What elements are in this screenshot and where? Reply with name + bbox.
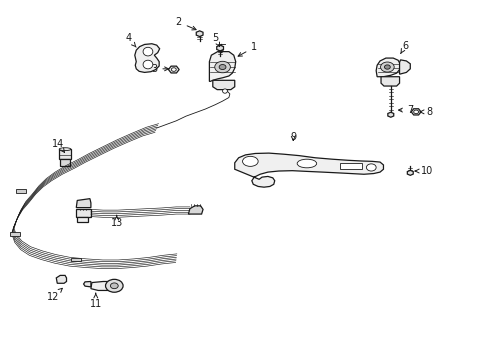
Text: 4: 4 <box>125 33 136 47</box>
Text: 3: 3 <box>151 64 168 74</box>
Bar <box>60 159 70 166</box>
Text: 11: 11 <box>89 293 102 309</box>
Polygon shape <box>196 31 203 37</box>
Ellipse shape <box>413 110 418 114</box>
Polygon shape <box>387 112 393 117</box>
Text: 7: 7 <box>398 105 412 115</box>
Polygon shape <box>216 45 223 51</box>
Ellipse shape <box>171 68 176 71</box>
Polygon shape <box>234 153 383 187</box>
Ellipse shape <box>366 164 375 171</box>
Ellipse shape <box>105 279 123 292</box>
Ellipse shape <box>242 156 258 166</box>
Polygon shape <box>380 77 399 86</box>
Text: 2: 2 <box>175 17 196 30</box>
Ellipse shape <box>143 60 153 69</box>
Polygon shape <box>212 80 234 90</box>
Polygon shape <box>168 66 179 73</box>
Ellipse shape <box>380 62 393 72</box>
Polygon shape <box>91 282 116 291</box>
Polygon shape <box>407 170 412 175</box>
Polygon shape <box>188 206 203 214</box>
Bar <box>71 258 81 261</box>
Polygon shape <box>410 109 420 115</box>
Polygon shape <box>77 217 88 222</box>
Polygon shape <box>135 44 159 72</box>
Polygon shape <box>76 209 91 217</box>
Text: 10: 10 <box>414 166 432 176</box>
Ellipse shape <box>214 61 230 73</box>
Polygon shape <box>399 60 409 74</box>
Ellipse shape <box>384 65 389 69</box>
Text: 5: 5 <box>212 33 219 46</box>
Polygon shape <box>76 199 91 208</box>
Text: 13: 13 <box>110 215 122 228</box>
Polygon shape <box>375 58 400 77</box>
Bar <box>59 149 71 159</box>
Ellipse shape <box>110 283 118 289</box>
Text: 14: 14 <box>52 139 64 152</box>
Bar <box>10 232 20 235</box>
Polygon shape <box>209 51 235 81</box>
Polygon shape <box>83 282 91 287</box>
Text: 6: 6 <box>400 41 407 53</box>
Text: 1: 1 <box>238 42 257 56</box>
Ellipse shape <box>143 47 153 56</box>
Polygon shape <box>339 163 361 169</box>
Ellipse shape <box>219 64 225 69</box>
Text: 9: 9 <box>289 132 296 142</box>
Ellipse shape <box>297 159 316 168</box>
Text: 8: 8 <box>419 107 432 117</box>
Polygon shape <box>56 275 66 283</box>
Ellipse shape <box>59 148 71 150</box>
Text: 12: 12 <box>47 288 62 302</box>
Bar <box>16 189 26 193</box>
Ellipse shape <box>222 89 227 93</box>
